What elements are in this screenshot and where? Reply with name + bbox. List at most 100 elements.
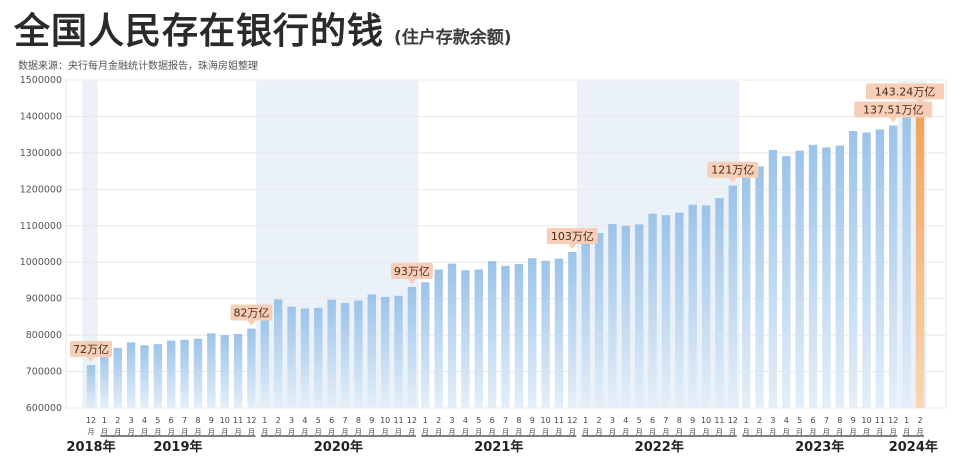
month-unit-label: 月 <box>235 428 242 436</box>
bar <box>741 170 751 408</box>
bar <box>394 295 403 408</box>
bar <box>688 204 697 408</box>
year-label: 2018年 <box>66 439 115 455</box>
data-label: 143.24万亿 <box>875 85 936 98</box>
month-label: 12 <box>86 416 96 425</box>
month-unit-label: 月 <box>917 428 924 436</box>
callout-box <box>390 263 433 280</box>
month-label: 12 <box>567 416 577 425</box>
bar <box>367 294 376 408</box>
month-label: 7 <box>663 416 668 425</box>
bar <box>635 224 644 408</box>
y-tick-label: 1200000 <box>20 184 62 195</box>
y-tick-label: 800000 <box>26 330 62 341</box>
month-label: 10 <box>861 416 871 425</box>
month-label: 2 <box>757 416 762 425</box>
month-unit-label: 月 <box>756 428 763 436</box>
month-label: 8 <box>195 416 200 425</box>
month-label: 5 <box>316 416 321 425</box>
year-label: 2024年 <box>889 439 938 455</box>
month-label: 1 <box>262 416 267 425</box>
bar <box>474 269 483 408</box>
data-label: 103万亿 <box>551 230 594 243</box>
month-unit-label: 月 <box>890 428 897 436</box>
month-unit-label: 月 <box>662 428 669 436</box>
callout-box <box>230 304 273 321</box>
month-unit-label: 月 <box>529 428 536 436</box>
bar <box>167 340 176 408</box>
callout-pointer <box>889 117 898 123</box>
month-unit-label: 月 <box>275 428 282 436</box>
month-label: 1 <box>102 416 107 425</box>
callout-pointer <box>407 279 416 285</box>
month-label: 7 <box>343 416 348 425</box>
month-label: 2 <box>115 416 120 425</box>
month-unit-label: 月 <box>382 428 389 436</box>
bar <box>287 306 296 408</box>
month-label: 2 <box>276 416 281 425</box>
month-unit-label: 月 <box>716 428 723 436</box>
chart-title: 全国人民存在银行的钱 <box>14 11 385 52</box>
y-tick-label: 1000000 <box>20 257 62 268</box>
month-unit-label: 月 <box>502 428 509 436</box>
month-unit-label: 月 <box>676 428 683 436</box>
month-unit-label: 月 <box>221 428 228 436</box>
bar <box>380 296 390 408</box>
y-tick-label: 1300000 <box>20 148 62 159</box>
month-label: 1 <box>583 416 588 425</box>
bar <box>808 144 818 409</box>
bar <box>421 282 430 408</box>
bar <box>768 149 778 408</box>
month-label: 7 <box>503 416 508 425</box>
month-unit-label: 月 <box>649 428 656 436</box>
y-tick-label: 1400000 <box>20 111 62 122</box>
bar <box>220 335 229 408</box>
bar <box>528 258 537 408</box>
y-tick-label: 900000 <box>26 294 62 305</box>
bar <box>568 252 577 408</box>
chart-title-block: 全国人民存在银行的钱 (住户存款余额) <box>14 8 512 52</box>
bar <box>875 129 885 408</box>
bar <box>594 233 604 408</box>
month-unit-label: 月 <box>395 428 402 436</box>
month-label: 12 <box>888 416 898 425</box>
data-label: 82万亿 <box>233 307 269 320</box>
month-label: 2 <box>917 416 922 425</box>
month-unit-label: 月 <box>355 428 362 436</box>
bar <box>260 317 270 408</box>
month-label: 1 <box>423 416 428 425</box>
month-label: 4 <box>142 416 147 425</box>
month-label: 4 <box>463 416 468 425</box>
bar <box>755 166 764 408</box>
month-unit-label: 月 <box>475 428 482 436</box>
month-label: 6 <box>490 416 495 425</box>
bar <box>621 225 631 408</box>
bar <box>514 264 524 408</box>
month-unit-label: 月 <box>248 428 255 436</box>
bar <box>233 334 243 408</box>
bar <box>782 156 791 408</box>
month-unit-label: 月 <box>462 428 469 436</box>
month-unit-label: 月 <box>141 428 148 436</box>
month-label: 6 <box>650 416 655 425</box>
month-label: 12 <box>246 416 256 425</box>
bar <box>314 307 323 408</box>
month-unit-label: 月 <box>301 428 308 436</box>
year-band <box>577 81 740 408</box>
year-band <box>82 81 98 408</box>
bar <box>461 270 470 408</box>
callout-box <box>70 340 112 357</box>
bar <box>193 338 203 408</box>
month-unit-label: 月 <box>703 428 710 436</box>
month-label: 10 <box>701 416 711 425</box>
month-label: 11 <box>554 416 564 425</box>
y-tick-label: 1100000 <box>20 221 62 232</box>
month-unit-label: 月 <box>128 428 135 436</box>
month-unit-label: 月 <box>876 428 883 436</box>
month-unit-label: 月 <box>542 428 549 436</box>
month-unit-label: 月 <box>489 428 496 436</box>
callout-pointer <box>916 99 924 105</box>
month-label: 11 <box>875 416 885 425</box>
month-label: 9 <box>209 416 214 425</box>
